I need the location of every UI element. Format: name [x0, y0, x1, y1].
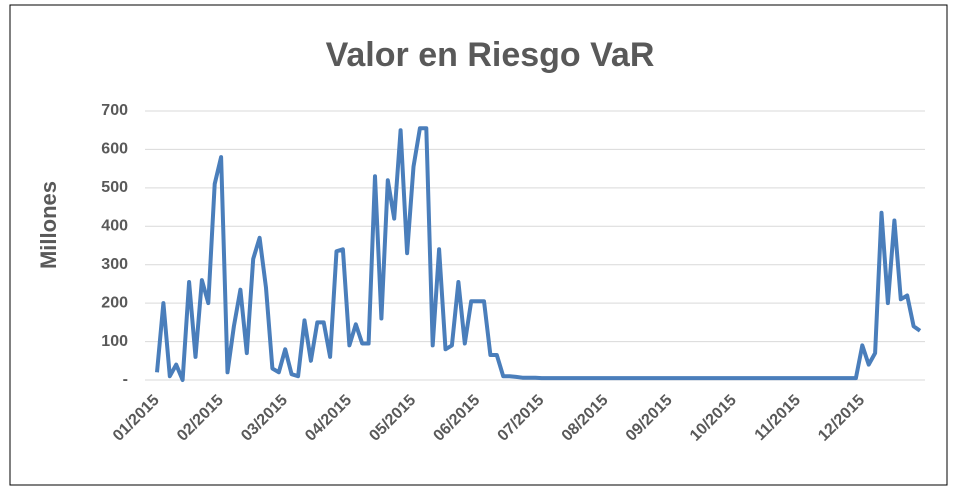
- chart-border: [9, 4, 948, 486]
- y-tick-label: 700: [101, 102, 128, 119]
- y-axis-label: Millones: [36, 181, 61, 269]
- y-tick-label: 400: [101, 218, 128, 235]
- y-tick-label: 500: [101, 179, 128, 196]
- y-tick-label: 200: [101, 294, 128, 311]
- line-series: [155, 126, 922, 382]
- y-tick-label: -: [123, 371, 128, 388]
- chart-title: Valor en Riesgo VaR: [326, 36, 655, 74]
- y-tick-label: 100: [101, 333, 128, 350]
- y-tick-label: 300: [101, 256, 128, 273]
- y-tick-label: 600: [101, 141, 128, 158]
